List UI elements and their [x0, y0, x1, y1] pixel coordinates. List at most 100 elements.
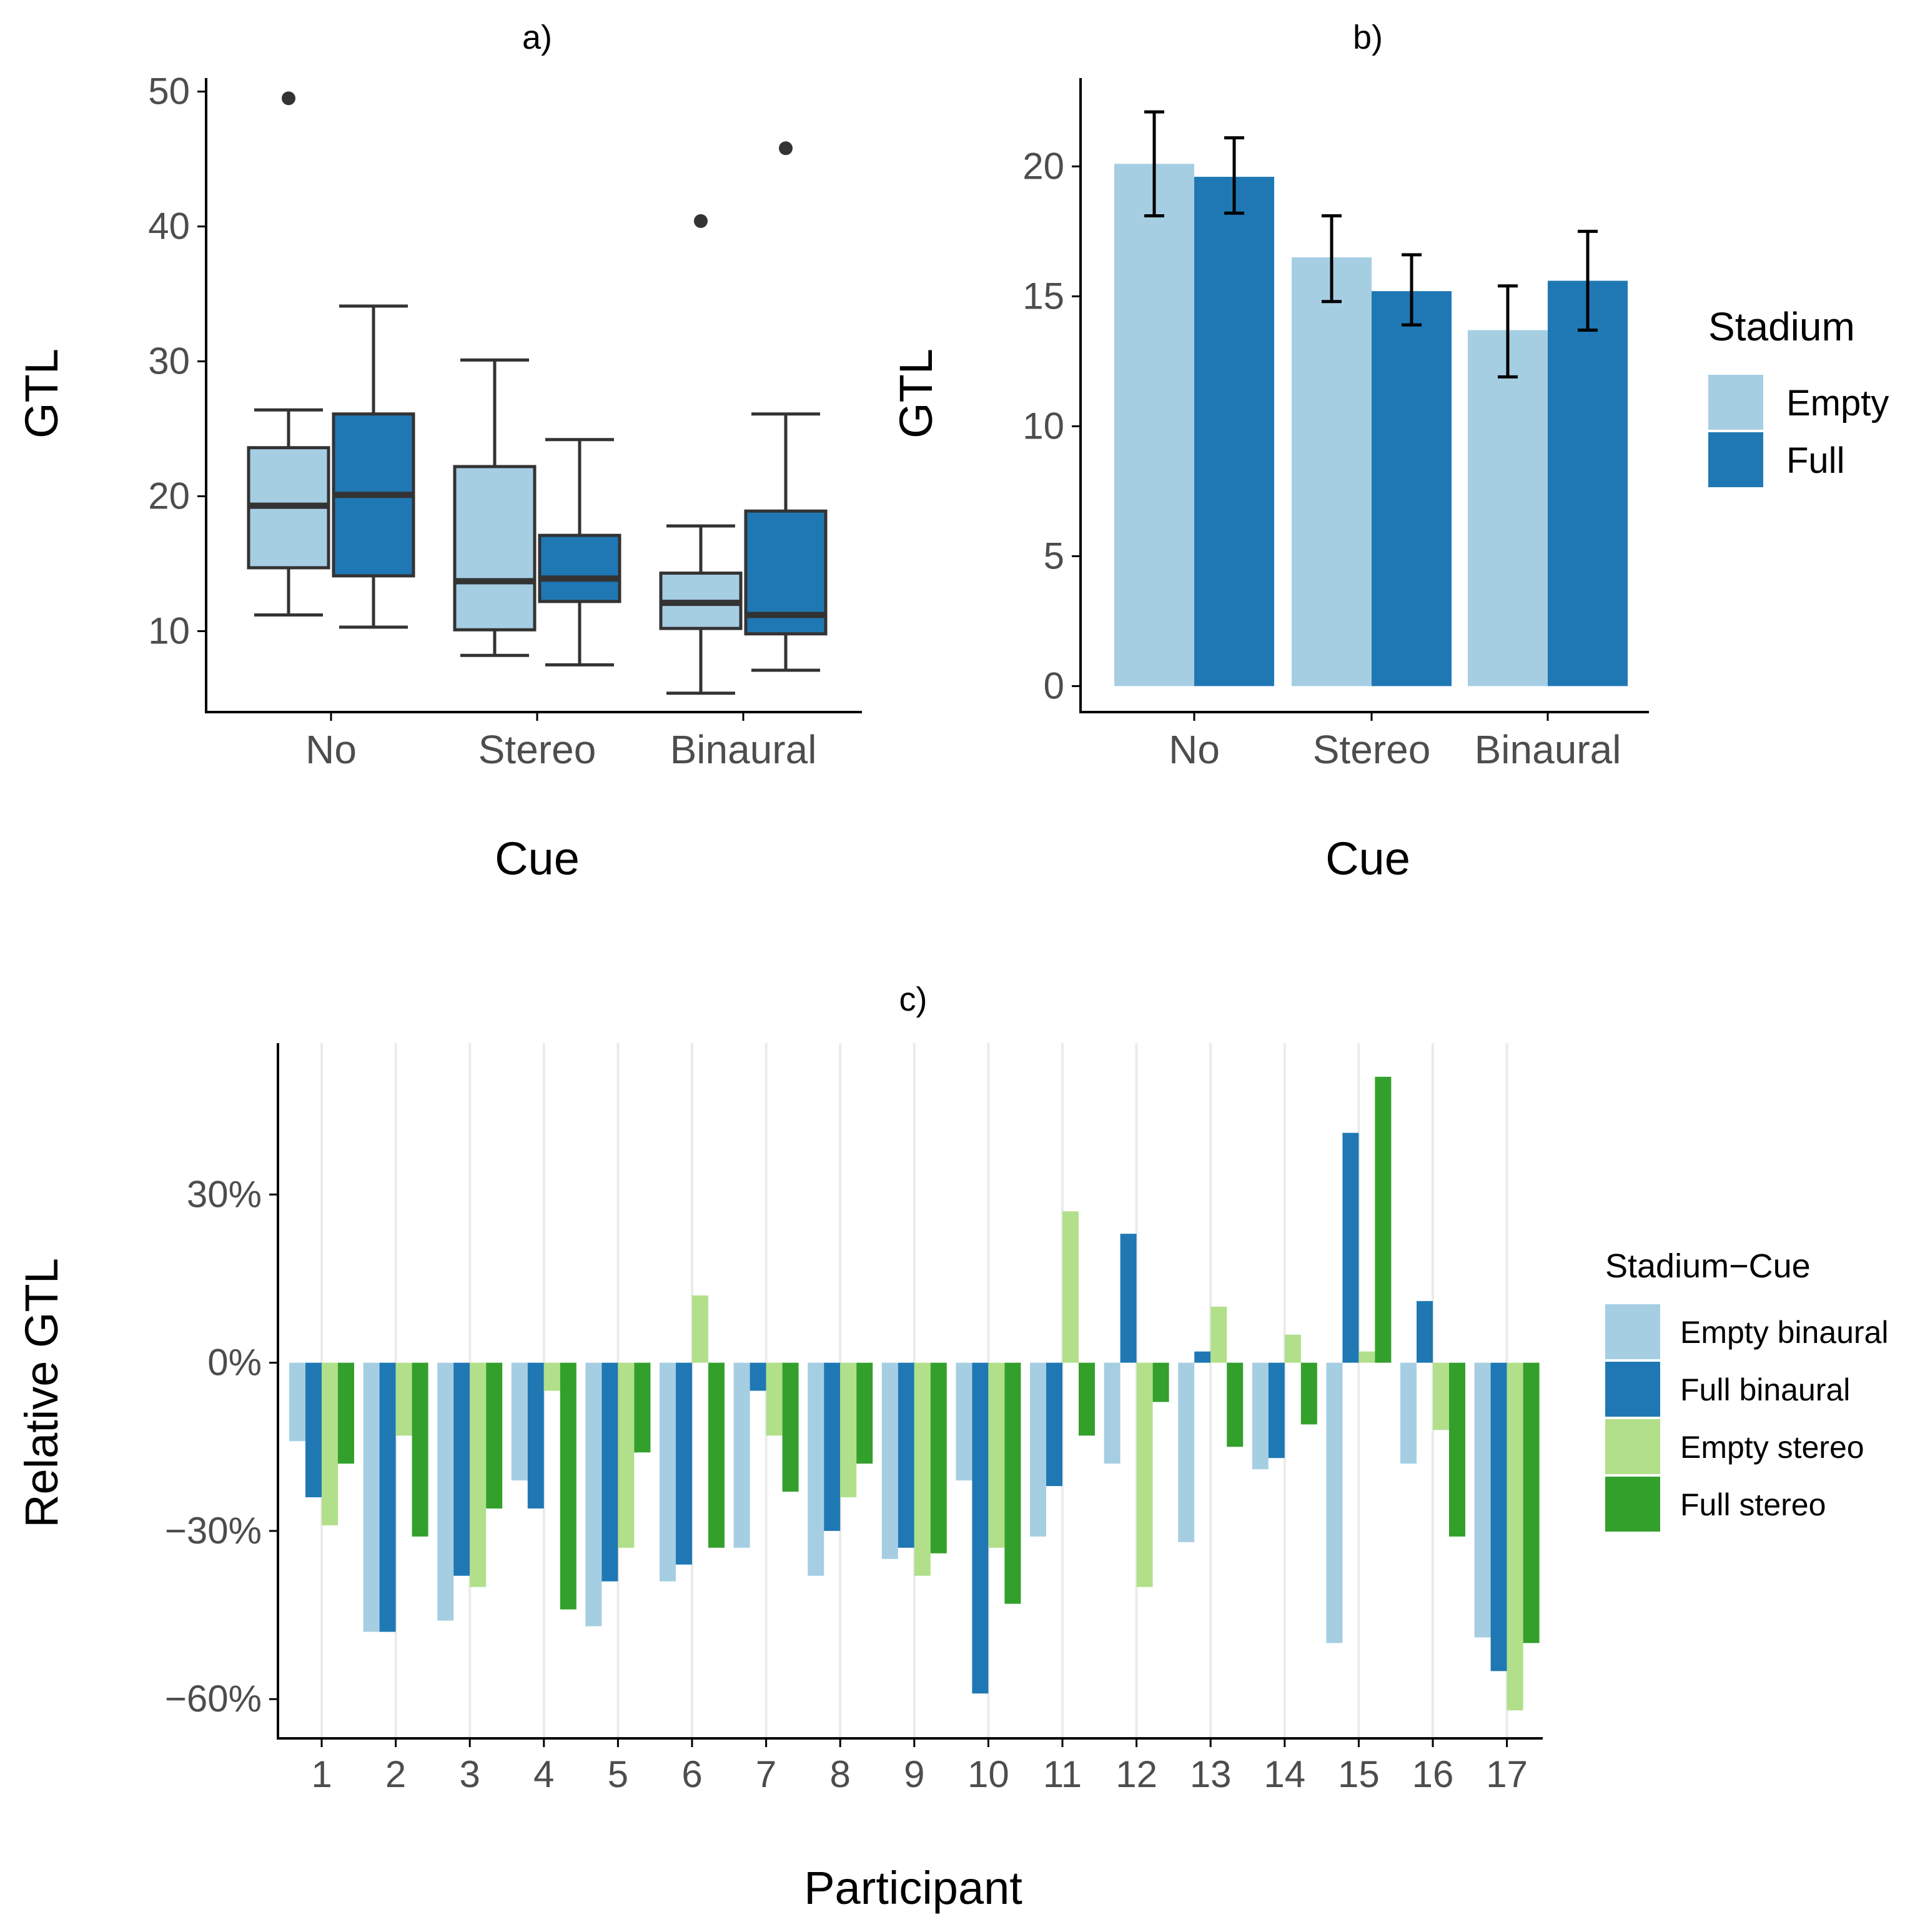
x-tick-label: 9: [904, 1753, 924, 1795]
bar: [1400, 1362, 1417, 1464]
panel-b-y-axis-label: GTL: [890, 349, 942, 438]
panel-c-y-axis-label: Relative GTL: [16, 1258, 67, 1528]
legend-label: Empty: [1786, 383, 1889, 424]
bar: [1474, 1362, 1491, 1638]
x-tick-label: Binaural: [1475, 727, 1621, 772]
legend-swatch: [1605, 1419, 1660, 1474]
bar: [363, 1362, 380, 1632]
bar: [1449, 1362, 1465, 1537]
y-tick-label: −60%: [165, 1678, 262, 1720]
legend-label: Full: [1786, 440, 1844, 481]
bar: [1372, 291, 1452, 686]
bar: [560, 1362, 576, 1610]
bar: [972, 1362, 989, 1694]
panel-b-plot-area: 0 5 10 15 20 No Stereo Binaural: [1022, 78, 1649, 772]
bar: [1507, 1362, 1523, 1711]
panel-c-legend-title: Stadium−Cue: [1605, 1247, 1811, 1285]
y-tick-label: 20: [1022, 145, 1064, 187]
bar: [1152, 1362, 1169, 1402]
bar: [1358, 1351, 1375, 1363]
bar: [1004, 1362, 1021, 1604]
bar: [1375, 1076, 1392, 1363]
bar: [543, 1362, 560, 1391]
x-tick-label: 16: [1412, 1753, 1454, 1795]
panel-c-legend: Stadium−Cue Empty binaural Full binaural E…: [1605, 1247, 1889, 1532]
bar: [486, 1362, 503, 1508]
bar: [1136, 1362, 1153, 1587]
bar: [808, 1362, 824, 1576]
outlier-point: [779, 141, 793, 156]
panel-b-x-axis-label: Cue: [1325, 833, 1410, 884]
legend-swatch: [1605, 1477, 1660, 1532]
bar: [1292, 257, 1372, 686]
x-tick-label: 7: [756, 1753, 776, 1795]
legend-swatch: [1605, 1362, 1660, 1417]
y-tick-label: 0%: [207, 1342, 262, 1384]
bar: [1300, 1362, 1317, 1425]
bar: [692, 1295, 708, 1363]
bar: [470, 1362, 487, 1587]
bar: [660, 1362, 676, 1582]
panel-a-x-axis-label: Cue: [495, 833, 580, 884]
legend-label: Full stereo: [1680, 1487, 1826, 1522]
y-tick-label: 0: [1044, 665, 1064, 706]
panel-c-x-axis-label: Participant: [804, 1862, 1022, 1914]
panel-a-y-axis-label: GTL: [16, 349, 67, 438]
outlier-point: [282, 91, 295, 106]
bar: [1114, 164, 1194, 686]
legend-label: Full binaural: [1680, 1372, 1850, 1407]
y-tick-label: 20: [148, 475, 190, 517]
x-tick-label: 1: [311, 1753, 332, 1795]
bar: [1433, 1362, 1449, 1430]
y-tick-label: 10: [1022, 405, 1064, 447]
y-tick-label: 10: [148, 610, 190, 651]
panel-a-boxplot: a) Cue GTL 10 20 30 40 50 No Stereo Binaural: [16, 19, 862, 884]
bar: [379, 1362, 396, 1632]
y-tick-label: 15: [1022, 275, 1064, 317]
bar: [898, 1362, 914, 1548]
bar: [527, 1362, 544, 1508]
bar: [1210, 1306, 1227, 1363]
legend-swatch: [1708, 432, 1763, 487]
bar: [782, 1362, 799, 1492]
bar: [840, 1362, 857, 1498]
bar: [1268, 1362, 1285, 1459]
x-tick-label: 17: [1486, 1753, 1528, 1795]
bar: [1523, 1362, 1540, 1643]
x-tick-label: 5: [608, 1753, 628, 1795]
box: [538, 533, 621, 603]
panel-a-title: a): [522, 19, 552, 56]
x-tick-label: 12: [1116, 1753, 1157, 1795]
box: [453, 465, 537, 632]
x-tick-label: 13: [1190, 1753, 1232, 1795]
bar: [733, 1362, 750, 1548]
bar: [766, 1362, 783, 1436]
panel-b-legend-title: Stadium: [1708, 304, 1855, 349]
bar: [437, 1362, 454, 1621]
bar: [1120, 1234, 1137, 1363]
x-tick-label: 8: [830, 1753, 851, 1795]
panel-c-title: c): [899, 981, 928, 1018]
legend-swatch: [1708, 375, 1763, 430]
legend-label: Empty binaural: [1680, 1315, 1889, 1350]
x-tick-label: Binaural: [670, 727, 817, 772]
bar: [914, 1362, 931, 1576]
bar: [1490, 1362, 1507, 1672]
bar: [824, 1362, 841, 1531]
bar: [601, 1362, 618, 1582]
bar: [1227, 1362, 1244, 1447]
bar: [395, 1362, 412, 1436]
y-tick-label: 30: [148, 340, 190, 382]
bar: [708, 1362, 725, 1548]
x-tick-label: 15: [1338, 1753, 1380, 1795]
bar: [1284, 1334, 1301, 1363]
bar: [322, 1362, 338, 1525]
bar: [1194, 1351, 1211, 1363]
panel-b-title: b): [1353, 19, 1383, 56]
bar: [1046, 1362, 1062, 1487]
x-tick-label: No: [305, 727, 357, 772]
panel-a-plot-area: 10 20 30 40 50 No Stereo Binaural: [148, 71, 862, 772]
x-tick-label: 3: [460, 1753, 480, 1795]
x-tick-label: 4: [533, 1753, 554, 1795]
bar: [881, 1362, 898, 1559]
